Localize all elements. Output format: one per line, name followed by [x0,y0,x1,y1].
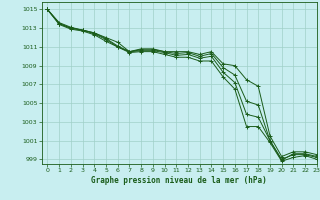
X-axis label: Graphe pression niveau de la mer (hPa): Graphe pression niveau de la mer (hPa) [91,176,267,185]
